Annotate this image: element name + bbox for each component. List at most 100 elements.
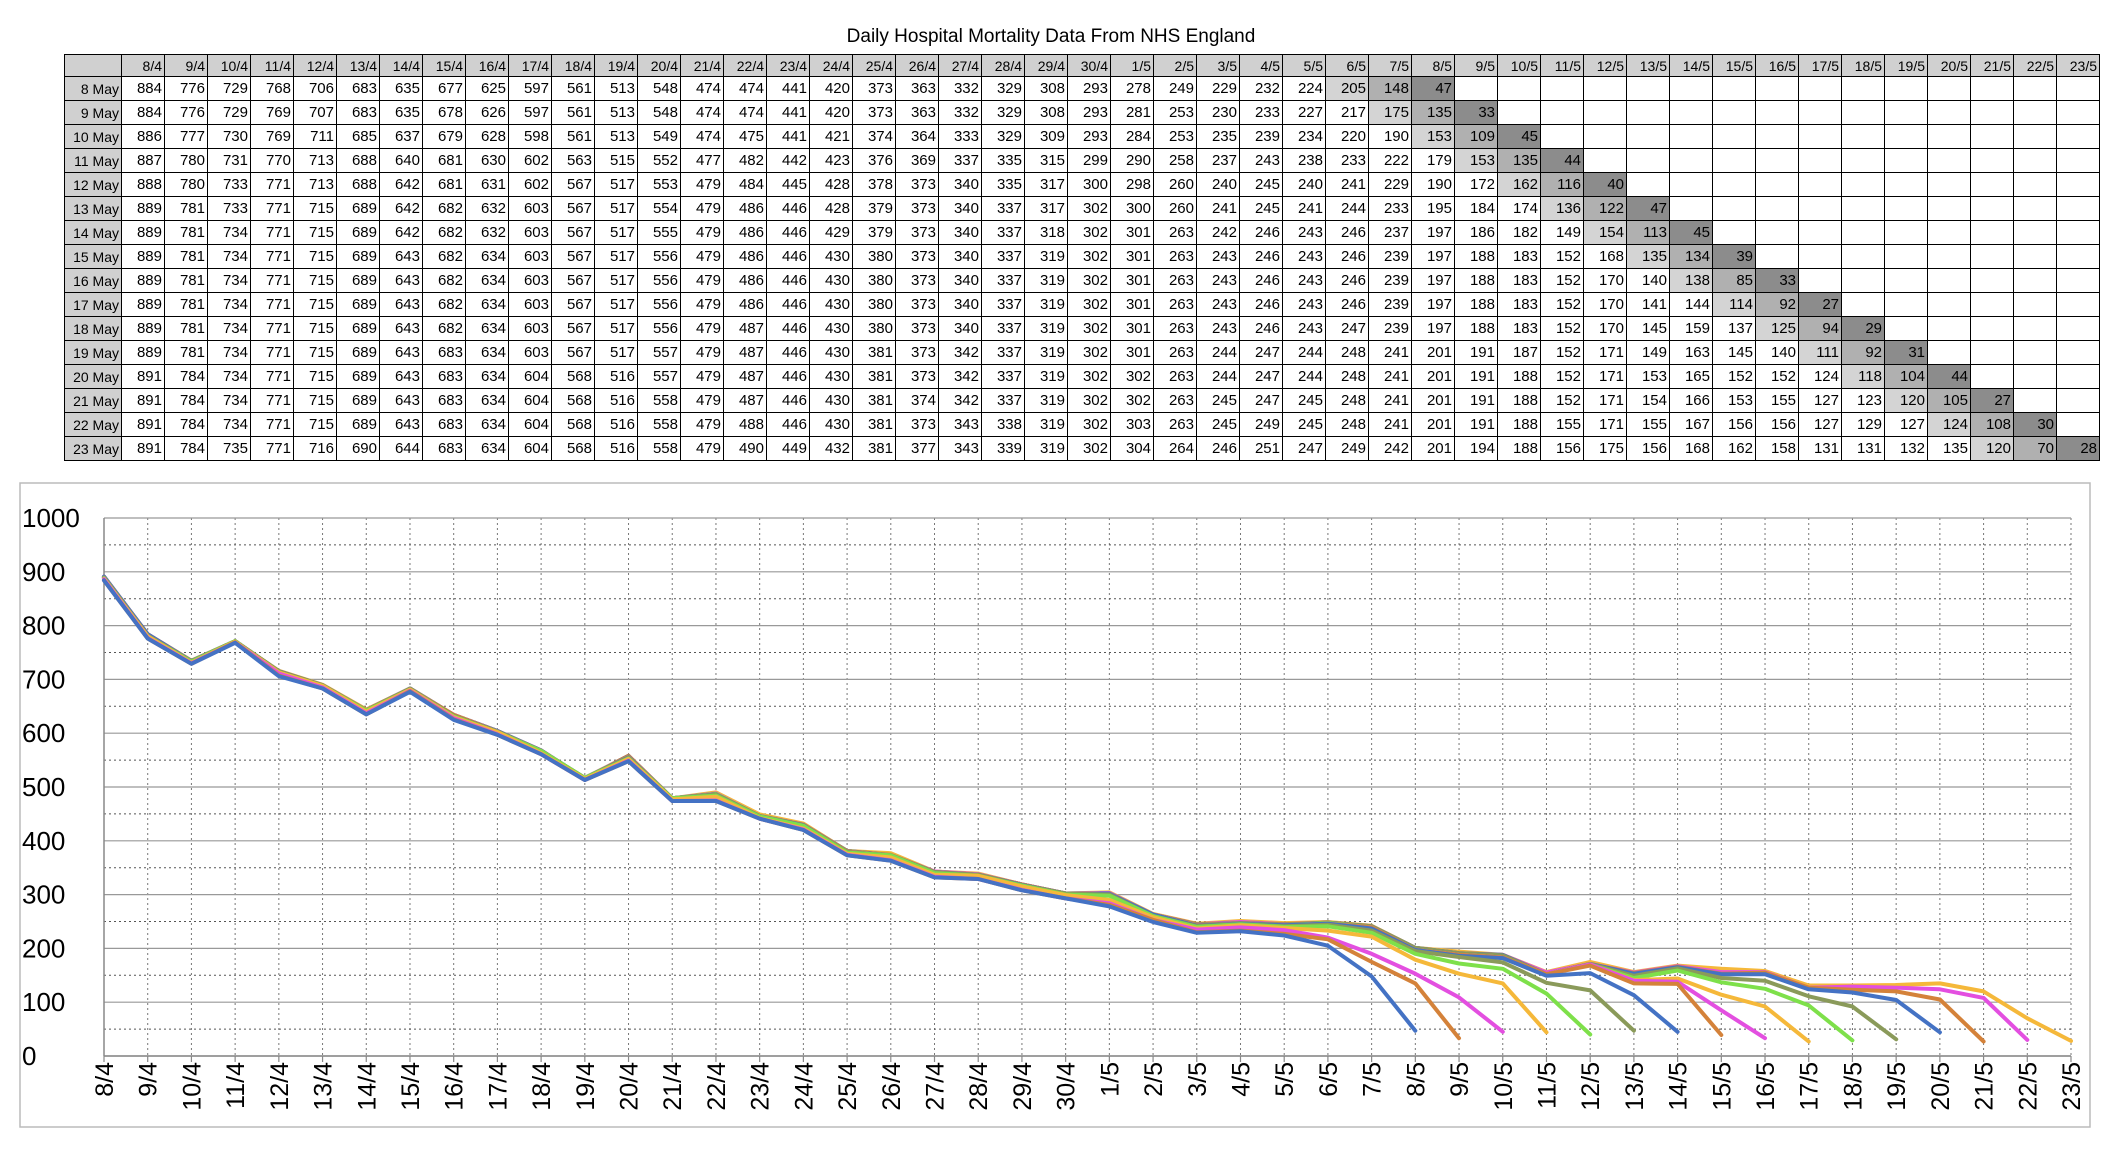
empty-cell — [1798, 172, 1842, 197]
value-cell: 634 — [465, 292, 509, 317]
value-cell: 319 — [1024, 388, 1068, 413]
table-row: 8 May 884 776 729 768 706 683 635 677 625 597 561 51… — [64, 76, 2100, 101]
value-cell: 201 — [1411, 388, 1455, 413]
value-cell: 138 — [1669, 268, 1713, 293]
value-cell: 734 — [207, 268, 251, 293]
value-cell: 682 — [422, 316, 466, 341]
value-cell: 243 — [1282, 292, 1326, 317]
value-cell: 188 — [1497, 388, 1541, 413]
value-cell: 251 — [1239, 436, 1283, 461]
value-cell: 734 — [207, 388, 251, 413]
value-cell: 517 — [594, 196, 638, 221]
value-cell: 153 — [1712, 388, 1756, 413]
empty-cell — [1841, 220, 1885, 245]
value-cell: 683 — [336, 76, 380, 101]
value-cell: 317 — [1024, 196, 1068, 221]
value-cell: 446 — [766, 292, 810, 317]
empty-cell — [1712, 220, 1756, 245]
table-row: 17 May 889 781 734 771 715 689 643 682 634 603 567 5… — [64, 292, 2100, 317]
empty-cell — [1669, 196, 1713, 221]
value-cell: 154 — [1583, 220, 1627, 245]
value-cell: 643 — [379, 412, 423, 437]
empty-cell — [1755, 76, 1799, 101]
empty-cell — [1970, 340, 2014, 365]
column-header: 15/5 — [1712, 54, 1756, 77]
series-line — [102, 574, 2073, 1043]
value-cell: 474 — [723, 76, 767, 101]
value-cell: 201 — [1411, 340, 1455, 365]
x-tick-label: 23/5 — [2058, 1062, 2086, 1111]
value-cell: 339 — [981, 436, 1025, 461]
value-cell: 302 — [1067, 196, 1111, 221]
value-cell: 477 — [680, 148, 724, 173]
header-row: 8/4 9/4 10/4 11/4 12/4 13/4 14/4 15/4 16/4 17/4 18… — [64, 54, 2100, 77]
x-tick-label: 13/5 — [1621, 1062, 1649, 1111]
value-cell: 729 — [207, 100, 251, 125]
empty-cell — [1841, 268, 1885, 293]
table-row: 11 May 887 780 731 770 713 688 640 681 630 602 563 5… — [64, 148, 2100, 173]
value-cell: 248 — [1325, 364, 1369, 389]
value-cell: 337 — [938, 148, 982, 173]
value-cell: 337 — [981, 340, 1025, 365]
column-header: 15/4 — [422, 54, 466, 77]
value-cell: 449 — [766, 436, 810, 461]
column-header: 11/5 — [1540, 54, 1584, 77]
empty-cell — [2013, 244, 2057, 269]
row-label: 21 May — [64, 388, 122, 413]
value-cell: 122 — [1583, 196, 1627, 221]
value-cell: 205 — [1325, 76, 1369, 101]
value-cell: 243 — [1239, 148, 1283, 173]
row-label: 11 May — [64, 148, 122, 173]
value-cell: 420 — [809, 100, 853, 125]
empty-cell — [1798, 100, 1842, 125]
value-cell: 479 — [680, 340, 724, 365]
empty-cell — [1970, 100, 2014, 125]
value-cell: 513 — [594, 124, 638, 149]
value-cell: 707 — [293, 100, 337, 125]
value-cell: 734 — [207, 316, 251, 341]
value-cell: 163 — [1669, 340, 1713, 365]
column-header: 6/5 — [1325, 54, 1369, 77]
empty-cell — [1497, 76, 1541, 101]
empty-cell — [1540, 100, 1584, 125]
value-cell: 319 — [1024, 364, 1068, 389]
value-cell: 33 — [1454, 100, 1498, 125]
value-cell: 679 — [422, 124, 466, 149]
x-tick-label: 14/4 — [353, 1062, 381, 1111]
value-cell: 689 — [336, 196, 380, 221]
value-cell: 244 — [1196, 364, 1240, 389]
value-cell: 168 — [1669, 436, 1713, 461]
empty-cell — [2013, 364, 2057, 389]
value-cell: 689 — [336, 268, 380, 293]
value-cell: 430 — [809, 244, 853, 269]
value-cell: 319 — [1024, 268, 1068, 293]
y-tick-label: 800 — [22, 611, 65, 641]
value-cell: 243 — [1196, 316, 1240, 341]
value-cell: 683 — [336, 100, 380, 125]
value-cell: 47 — [1626, 196, 1670, 221]
empty-cell — [2056, 364, 2100, 389]
row-label: 23 May — [64, 436, 122, 461]
value-cell: 683 — [422, 388, 466, 413]
value-cell: 643 — [379, 268, 423, 293]
value-cell: 329 — [981, 124, 1025, 149]
value-cell: 249 — [1239, 412, 1283, 437]
value-cell: 166 — [1669, 388, 1713, 413]
empty-cell — [1927, 292, 1971, 317]
column-header: 21/4 — [680, 54, 724, 77]
value-cell: 222 — [1368, 148, 1412, 173]
value-cell: 516 — [594, 388, 638, 413]
value-cell: 308 — [1024, 100, 1068, 125]
column-header: 16/4 — [465, 54, 509, 77]
value-cell: 127 — [1798, 412, 1842, 437]
value-cell: 152 — [1540, 244, 1584, 269]
empty-cell — [2056, 268, 2100, 293]
value-cell: 771 — [250, 268, 294, 293]
value-cell: 191 — [1454, 412, 1498, 437]
column-header: 27/4 — [938, 54, 982, 77]
value-cell: 197 — [1411, 292, 1455, 317]
value-cell: 109 — [1454, 124, 1498, 149]
value-cell: 474 — [680, 76, 724, 101]
value-cell: 239 — [1368, 292, 1412, 317]
empty-cell — [1712, 196, 1756, 221]
